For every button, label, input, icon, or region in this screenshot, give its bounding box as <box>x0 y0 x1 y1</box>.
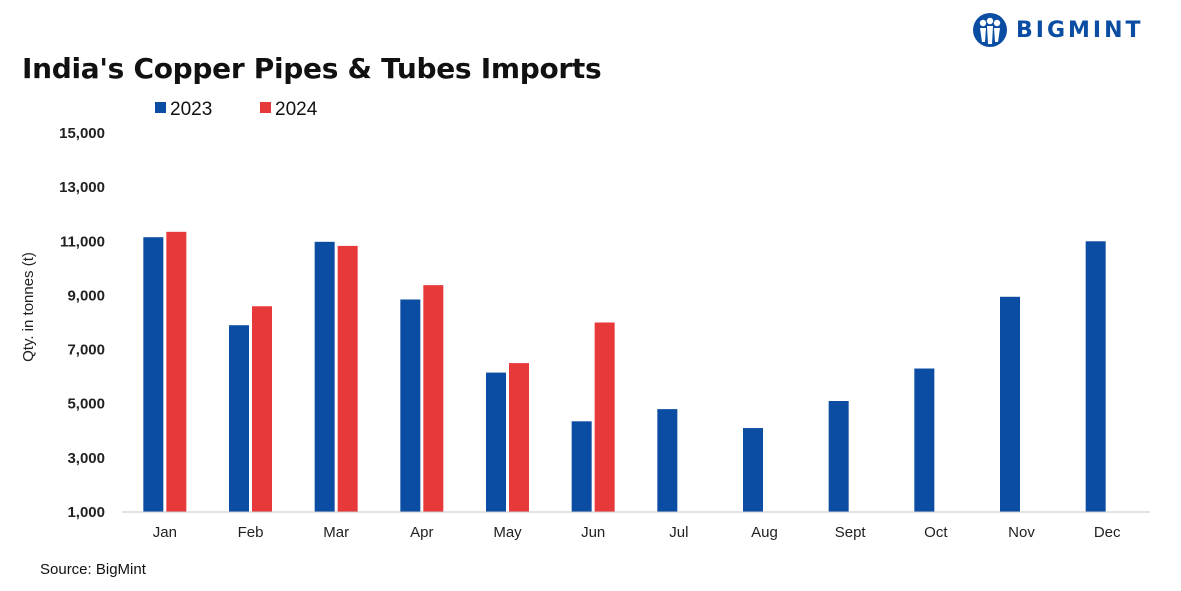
y-tick-label: 7,000 <box>67 342 105 359</box>
bar-2023-oct <box>914 368 935 512</box>
bar-2023-sept <box>828 401 849 512</box>
bar-2023-jun <box>571 421 592 512</box>
x-tick-label: Dec <box>1094 524 1121 541</box>
x-tick-label: Oct <box>924 524 948 541</box>
bar-2024-jun <box>594 322 615 512</box>
y-axis-label: Qty. in tonnes (t) <box>20 252 37 362</box>
x-tick-label: Jun <box>581 524 605 541</box>
bigmint-logo-text: BIGMINT <box>1016 17 1144 43</box>
bar-2023-apr <box>400 299 421 512</box>
legend-swatch-2023 <box>155 102 166 113</box>
x-tick-label: Mar <box>323 524 349 541</box>
bar-2024-apr <box>423 285 444 512</box>
chart-legend: 2023 2024 <box>155 99 318 120</box>
bar-2024-may <box>509 363 529 512</box>
y-tick-label: 11,000 <box>60 233 105 250</box>
bar-2023-may <box>486 372 506 512</box>
y-tick-label: 9,000 <box>67 287 105 304</box>
x-tick-label: Jan <box>153 524 177 541</box>
legend-label-2023: 2023 <box>170 99 212 120</box>
bar-2023-jul <box>657 409 678 512</box>
x-tick-label: Aug <box>751 524 778 541</box>
y-tick-label: 3,000 <box>67 450 105 467</box>
x-tick-label: Apr <box>410 524 433 541</box>
x-tick-label: Feb <box>238 524 264 541</box>
bar-2023-feb <box>229 325 249 512</box>
chart-bars <box>143 231 1106 513</box>
chart-title: India's Copper Pipes & Tubes Imports <box>22 52 602 85</box>
bar-2023-jan <box>143 237 164 512</box>
y-tick-label: 13,000 <box>59 179 105 196</box>
x-axis: Jan Feb Mar Apr May Jun Jul Aug Sept Oct Nov Dec <box>122 511 1150 541</box>
x-tick-label: May <box>493 524 522 541</box>
bigmint-logo: BIGMINT <box>972 12 1144 48</box>
bar-2024-jan <box>166 231 187 512</box>
y-tick-label: 5,000 <box>67 396 105 413</box>
bar-2023-mar <box>314 241 335 512</box>
legend-swatch-2024 <box>260 102 271 113</box>
y-axis: 1,000 3,000 5,000 7,000 9,000 11,000 13,000 15,… <box>59 125 105 521</box>
y-tick-label: 1,000 <box>67 504 105 521</box>
x-tick-label: Sept <box>835 524 867 541</box>
bigmint-logo-icon <box>973 13 1007 47</box>
y-tick-label: 15,000 <box>59 125 105 142</box>
bar-2023-dec <box>1085 241 1106 513</box>
bar-2024-feb <box>252 306 272 512</box>
legend-label-2024: 2024 <box>275 99 318 120</box>
bar-2023-nov <box>1000 296 1020 512</box>
x-tick-label: Nov <box>1008 524 1035 541</box>
bar-2024-mar <box>337 245 358 512</box>
source-note: Source: BigMint <box>40 561 146 578</box>
x-tick-label: Jul <box>669 524 688 541</box>
bar-2023-aug <box>743 428 763 512</box>
